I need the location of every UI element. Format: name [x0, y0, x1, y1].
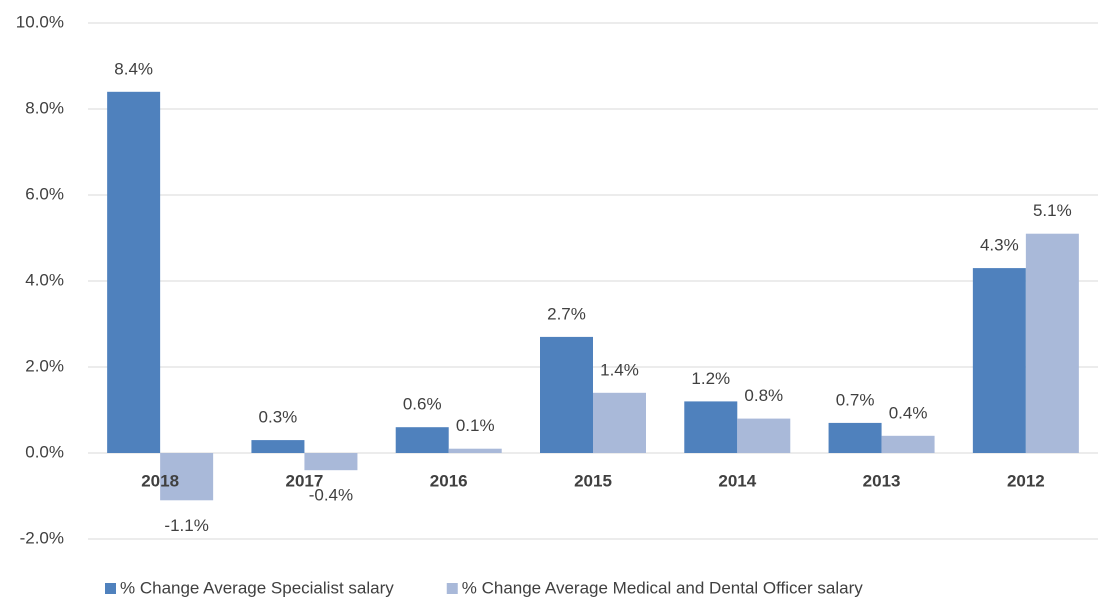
y-tick-label: 4.0%: [25, 270, 64, 289]
x-tick-label: 2018: [141, 471, 179, 490]
bar: [448, 448, 502, 453]
data-label: 0.6%: [403, 395, 442, 414]
data-label: 0.3%: [259, 408, 298, 427]
data-label: 0.4%: [889, 403, 928, 422]
legend-label: % Change Average Medical and Dental Offi…: [462, 578, 863, 597]
bar: [107, 91, 161, 454]
bar: [304, 453, 358, 471]
bar: [1025, 233, 1079, 453]
y-tick-label: 8.0%: [25, 98, 64, 117]
data-label: 0.8%: [744, 386, 783, 405]
bar: [251, 440, 305, 453]
bar: [593, 392, 646, 453]
data-label: 0.7%: [836, 390, 875, 409]
bar: [881, 435, 935, 453]
y-tick-label: -2.0%: [20, 528, 64, 547]
data-label: 1.4%: [600, 360, 639, 379]
y-tick-label: 0.0%: [25, 442, 64, 461]
x-tick-label: 2012: [1007, 471, 1045, 490]
data-label: 0.1%: [456, 416, 495, 435]
x-tick-label: 2017: [286, 471, 324, 490]
data-label: 2.7%: [547, 304, 586, 323]
bar: [540, 336, 593, 453]
data-label: 1.2%: [691, 369, 730, 388]
y-tick-label: 6.0%: [25, 184, 64, 203]
x-tick-label: 2016: [430, 471, 468, 490]
data-label: -0.4%: [309, 486, 353, 505]
y-tick-label: 2.0%: [25, 356, 64, 375]
legend-label: % Change Average Specialist salary: [120, 578, 394, 597]
data-label: 5.1%: [1033, 201, 1072, 220]
bar: [395, 427, 449, 453]
legend-swatch: [105, 583, 116, 594]
data-label: 4.3%: [980, 236, 1019, 255]
x-tick-label: 2013: [863, 471, 901, 490]
y-tick-label: 10.0%: [16, 12, 64, 31]
bar: [684, 401, 738, 453]
bar: [737, 418, 791, 453]
data-label: 8.4%: [114, 59, 153, 78]
bar: [828, 422, 882, 453]
legend-swatch: [446, 583, 458, 594]
x-tick-label: 2015: [574, 471, 612, 490]
bar: [972, 268, 1026, 453]
bar: [160, 453, 214, 501]
x-tick-label: 2014: [718, 471, 756, 490]
data-label: -1.1%: [164, 516, 208, 535]
